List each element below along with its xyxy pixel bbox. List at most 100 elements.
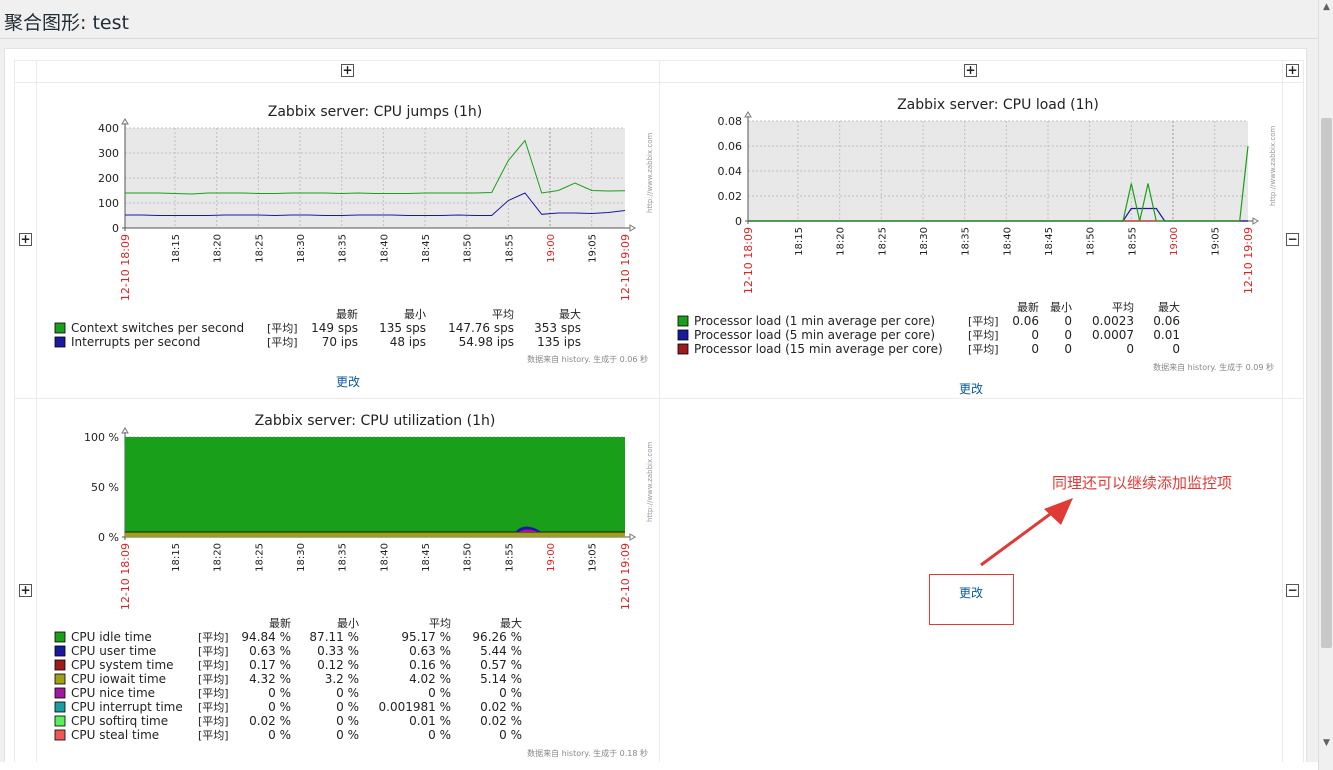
legend-value: 70 ips (322, 335, 358, 349)
legend-value: 0 % (428, 728, 451, 742)
change-graph-link[interactable]: 更改 (336, 375, 361, 389)
footer-partial (0, 762, 1318, 770)
legend-swatch (677, 343, 689, 355)
legend-swatch (54, 673, 66, 685)
x-tick-label: 18:35 (961, 227, 972, 256)
x-tick-label: 18:50 (463, 543, 474, 572)
legend-value: 147.76 sps (448, 321, 514, 335)
legend-value: 0.06 (1153, 314, 1180, 328)
x-tick-label: 18:20 (213, 234, 224, 263)
graph-cpu-jumps[interactable]: Zabbix server: CPU jumps (1h) 400 300 200 10… (38, 96, 658, 371)
legend-func: [平均] (198, 659, 229, 672)
legend-value: 0 % (428, 686, 451, 700)
x-axis-arrow-icon (629, 533, 636, 541)
legend-value: 0.57 % (480, 658, 522, 672)
legend-value: 0.33 % (317, 644, 359, 658)
x-range-label: 12-10 18:09 (119, 234, 132, 301)
scroll-down-icon[interactable]: ▼ (1323, 738, 1330, 748)
legend-value: 87.11 % (309, 630, 359, 644)
x-tick-label: 18:20 (836, 227, 847, 256)
grid-divider (36, 60, 37, 762)
x-range-label: 12-10 19:09 (1242, 227, 1255, 294)
x-tick-label: 19:00 (546, 543, 557, 572)
legend-value: 94.84 % (241, 630, 291, 644)
x-range-label: 12-10 19:09 (619, 543, 632, 610)
legend-func: [平均] (198, 645, 229, 658)
legend-series-name: CPU interrupt time (71, 700, 183, 714)
legend-header: 平均 (1112, 301, 1134, 314)
x-tick-label: 18:55 (504, 234, 515, 263)
graph-cpu-utilization[interactable]: Zabbix server: CPU utilization (1h) 100 %… (38, 406, 658, 761)
y-axis-arrow-icon (121, 427, 129, 434)
legend-value: 0 % (336, 714, 359, 728)
x-tick-label: 18:30 (919, 227, 930, 256)
y-tick-label: 100 % (84, 431, 119, 444)
x-tick-label: 18:50 (1086, 227, 1097, 256)
legend-series-name: CPU idle time (71, 630, 152, 644)
add-column-button[interactable]: + (1286, 63, 1299, 77)
x-tick-label: 19:00 (1169, 227, 1180, 256)
legend-value: 0.12 % (317, 658, 359, 672)
x-tick-label: 18:40 (1002, 227, 1013, 256)
graph-cpu-load[interactable]: Zabbix server: CPU load (1h) 0.08 0.06 0.04… (662, 90, 1282, 375)
scroll-thumb[interactable] (1321, 118, 1332, 648)
legend-value: 48 ips (390, 335, 426, 349)
legend-swatch (54, 715, 66, 727)
page-scrollbar[interactable]: ▲ ▼ (1318, 0, 1333, 770)
scroll-up-icon[interactable]: ▲ (1323, 2, 1330, 12)
legend-series-name: Processor load (5 min average per core) (694, 328, 935, 342)
legend-header: 最大 (559, 307, 581, 321)
change-graph-link[interactable]: 更改 (959, 382, 984, 396)
graph-title: Zabbix server: CPU jumps (1h) (268, 104, 482, 120)
remove-row-button[interactable]: − (1286, 232, 1299, 246)
legend-value: 0 (1064, 342, 1072, 356)
grid-divider (14, 398, 1304, 399)
y-tick-label: 0.04 (718, 165, 743, 178)
legend-value: 0 % (268, 728, 291, 742)
x-tick-label: 18:45 (421, 234, 432, 263)
grid-divider (659, 60, 660, 762)
legend-value: 0.02 % (249, 714, 291, 728)
legend-series-name: CPU softirq time (71, 714, 168, 728)
area-cpu-iowait (125, 532, 625, 537)
add-row-button[interactable]: + (19, 583, 32, 597)
legend-value: 353 sps (534, 321, 581, 335)
legend-header: 最小 (1050, 301, 1072, 314)
x-range-label: 12-10 18:09 (742, 227, 755, 294)
legend-func: [平均] (198, 631, 229, 644)
add-column-button[interactable]: + (341, 63, 354, 77)
legend-swatch (54, 645, 66, 657)
page-title: 聚合图形: test (4, 12, 129, 34)
legend-swatch (677, 315, 689, 327)
legend-value: 0.01 % (409, 714, 451, 728)
legend-func: [平均] (267, 336, 298, 349)
legend-header: 平均 (492, 308, 514, 321)
legend-value: 0 % (336, 728, 359, 742)
remove-row-button[interactable]: − (1286, 583, 1299, 597)
legend-swatch (54, 729, 66, 741)
y-tick-label: 100 (98, 197, 119, 210)
add-column-button[interactable]: + (964, 63, 977, 77)
legend-swatch (54, 631, 66, 643)
area-cpu-user-spike (515, 526, 542, 532)
x-tick-label: 19:05 (588, 543, 599, 572)
y-tick-label: 0 % (98, 531, 119, 544)
legend-value: 5.14 % (480, 672, 522, 686)
x-tick-label: 18:25 (254, 543, 265, 572)
change-empty-cell-link[interactable]: 更改 (959, 586, 984, 600)
legend-value: 0 % (499, 686, 522, 700)
legend-value: 0 % (268, 700, 291, 714)
add-row-button[interactable]: + (19, 232, 32, 246)
legend-header: 最大 (500, 616, 522, 630)
legend-series-name: Context switches per second (71, 321, 244, 335)
x-range-label: 12-10 18:09 (119, 543, 132, 610)
legend-func: [平均] (198, 701, 229, 714)
legend-swatch (54, 687, 66, 699)
legend-series-name: CPU system time (71, 658, 174, 672)
x-tick-label: 18:45 (421, 543, 432, 572)
legend-header: 最新 (336, 307, 358, 321)
zabbix-watermark: http://www.zabbix.com (646, 442, 654, 522)
area-cpu-idle (125, 437, 625, 537)
legend-value: 0.63 % (249, 644, 291, 658)
legend-func: [平均] (968, 343, 999, 356)
